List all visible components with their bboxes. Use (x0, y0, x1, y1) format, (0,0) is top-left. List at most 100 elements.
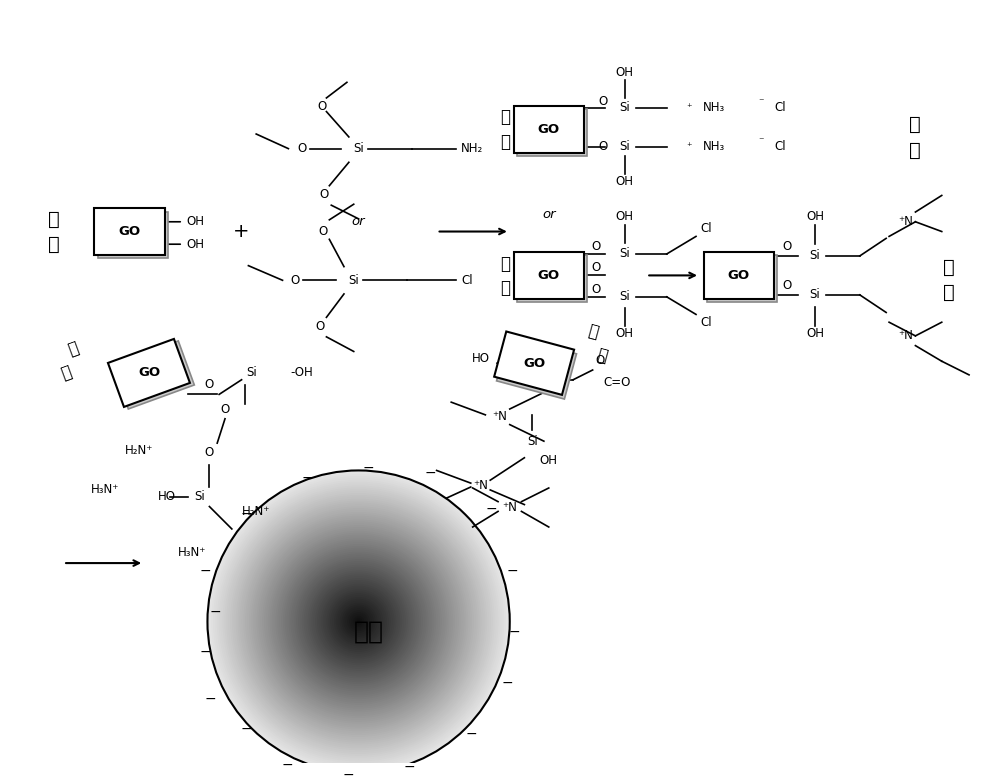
Ellipse shape (234, 497, 483, 747)
Text: OH: OH (186, 237, 204, 251)
Ellipse shape (334, 597, 383, 646)
Text: Si: Si (348, 274, 359, 287)
Text: O: O (591, 283, 600, 295)
Text: O: O (599, 140, 608, 153)
Text: GO: GO (118, 225, 141, 238)
Text: −: − (363, 461, 375, 475)
Bar (108, 339, 190, 407)
Text: O: O (291, 274, 300, 287)
Ellipse shape (215, 478, 502, 765)
Ellipse shape (294, 558, 423, 686)
Ellipse shape (279, 542, 438, 701)
Ellipse shape (357, 619, 360, 623)
Ellipse shape (207, 470, 510, 772)
Ellipse shape (351, 614, 366, 629)
Text: OH: OH (539, 455, 557, 467)
Text: OH: OH (806, 327, 824, 341)
Ellipse shape (266, 529, 451, 714)
Ellipse shape (313, 576, 404, 667)
Text: −: − (302, 471, 313, 485)
Ellipse shape (311, 574, 406, 669)
Ellipse shape (247, 510, 470, 733)
Text: Si: Si (619, 140, 630, 153)
Ellipse shape (281, 544, 436, 699)
Ellipse shape (330, 594, 387, 650)
Text: 水: 水 (909, 141, 920, 160)
Text: 憎: 憎 (500, 255, 510, 273)
Ellipse shape (285, 548, 432, 695)
Text: −: − (486, 502, 498, 516)
Text: O: O (317, 100, 326, 113)
Text: 憎: 憎 (65, 338, 81, 358)
Text: Si: Si (619, 291, 630, 303)
Ellipse shape (323, 586, 395, 658)
Text: −: − (424, 466, 436, 480)
Ellipse shape (325, 587, 393, 655)
Ellipse shape (296, 559, 421, 684)
Bar (517, 255, 587, 302)
Ellipse shape (287, 550, 430, 694)
Ellipse shape (353, 616, 364, 627)
Text: OH: OH (616, 66, 634, 79)
Text: or: or (352, 216, 365, 228)
Text: −: − (506, 563, 518, 577)
Text: 憎: 憎 (500, 109, 510, 127)
Text: O: O (596, 354, 605, 367)
Bar (497, 336, 577, 399)
Ellipse shape (230, 493, 487, 750)
Bar (517, 109, 587, 156)
Ellipse shape (309, 572, 408, 671)
Text: NH₂: NH₂ (461, 142, 483, 155)
Ellipse shape (300, 563, 417, 680)
Text: Si: Si (619, 248, 630, 260)
Bar (704, 252, 774, 299)
Text: O: O (205, 447, 214, 459)
Ellipse shape (272, 535, 446, 708)
Text: ⁻: ⁻ (759, 97, 764, 107)
Text: −: − (199, 563, 211, 577)
Ellipse shape (217, 480, 500, 763)
Text: O: O (782, 240, 791, 252)
Text: Si: Si (246, 366, 257, 380)
Text: O: O (782, 279, 791, 291)
Text: −: − (240, 507, 252, 521)
Ellipse shape (255, 518, 463, 726)
Text: 亲: 亲 (909, 115, 920, 134)
Text: H₂N⁺: H₂N⁺ (125, 444, 153, 458)
Ellipse shape (219, 482, 498, 761)
Text: OH: OH (806, 210, 824, 223)
Ellipse shape (338, 601, 379, 642)
Text: Si: Si (527, 435, 538, 448)
Text: −: − (343, 769, 354, 781)
Text: −: − (508, 625, 520, 639)
Text: GO: GO (728, 269, 750, 282)
Ellipse shape (228, 491, 489, 752)
Ellipse shape (355, 618, 362, 626)
Ellipse shape (264, 527, 453, 716)
Text: GO: GO (138, 366, 160, 380)
Text: Si: Si (527, 373, 538, 387)
Text: 水: 水 (58, 362, 74, 383)
Text: OH: OH (186, 216, 204, 228)
Ellipse shape (304, 567, 413, 676)
Ellipse shape (224, 487, 493, 756)
Ellipse shape (236, 499, 481, 744)
Text: −: − (501, 676, 513, 690)
Text: −: − (465, 727, 477, 741)
Ellipse shape (340, 603, 377, 640)
Ellipse shape (347, 610, 370, 633)
Ellipse shape (240, 502, 478, 740)
Ellipse shape (238, 501, 480, 743)
Text: H₂N⁺: H₂N⁺ (242, 505, 270, 518)
Ellipse shape (315, 578, 402, 665)
Text: or: or (542, 209, 556, 222)
Text: OH: OH (616, 175, 634, 188)
Bar (514, 105, 584, 152)
Ellipse shape (319, 582, 398, 662)
Bar (112, 341, 194, 409)
Ellipse shape (232, 495, 485, 748)
Ellipse shape (258, 522, 459, 722)
Text: Si: Si (810, 288, 820, 301)
Ellipse shape (223, 486, 495, 758)
Text: Si: Si (353, 142, 364, 155)
